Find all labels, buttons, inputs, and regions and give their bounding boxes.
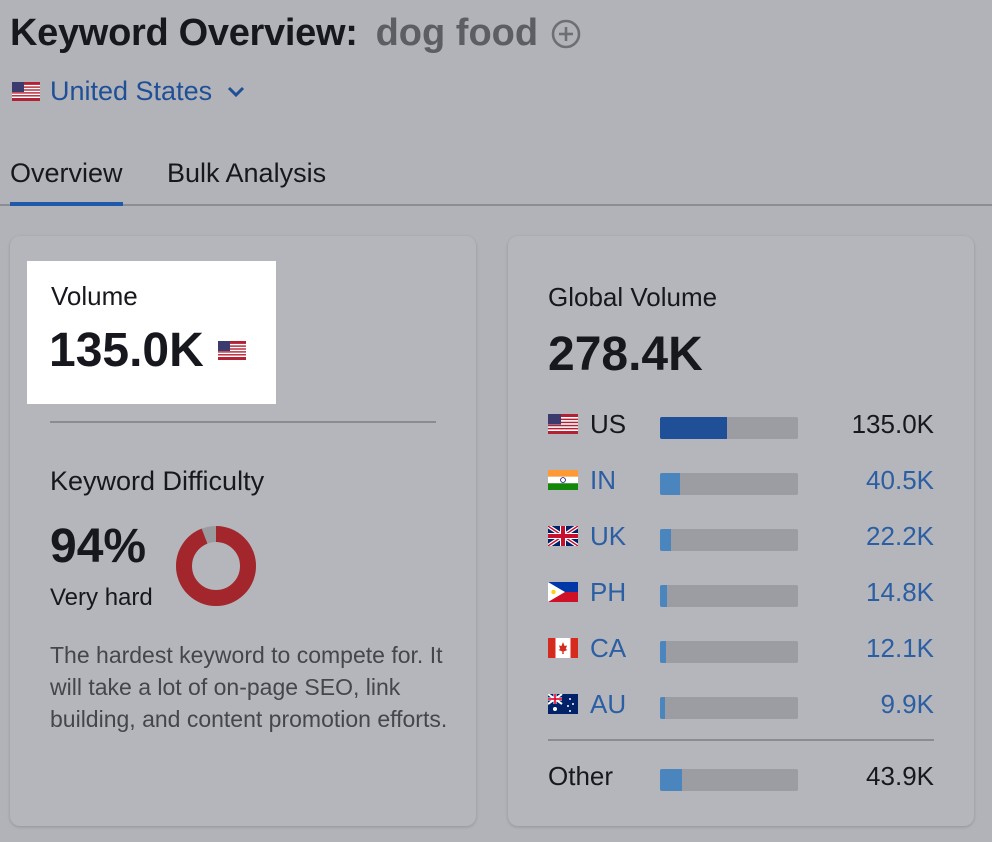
- global-volume-value: 278.4K: [548, 328, 703, 381]
- volume-bar-fill: [660, 585, 668, 607]
- country-code: US: [590, 408, 627, 439]
- volume-bar-track: [660, 417, 798, 439]
- volume-bar-fill: [660, 641, 666, 663]
- page-header: Keyword Overview: dog food: [10, 12, 582, 55]
- volume-bar-fill: [660, 697, 665, 719]
- global-volume-label: Global Volume: [548, 282, 718, 312]
- us-flag-icon: [548, 414, 578, 434]
- volume-bar-fill: [660, 769, 682, 791]
- database-selector[interactable]: United States: [12, 76, 246, 107]
- keyword-difficulty-level: Very hard: [50, 584, 153, 611]
- country-volume[interactable]: 40.5K: [866, 464, 934, 495]
- card-divider: [50, 421, 436, 423]
- volume-bar-track: [660, 641, 798, 663]
- australia-flag-icon: [548, 694, 578, 714]
- volume-value-row: 135.0K: [49, 323, 246, 378]
- plus-circle-icon[interactable]: [550, 18, 582, 50]
- country-code[interactable]: CA: [590, 632, 627, 663]
- country-row-in[interactable]: IN 40.5K: [548, 464, 934, 496]
- country-volume: 43.9K: [866, 760, 934, 791]
- volume-label: Volume: [51, 281, 138, 311]
- chevron-down-icon: [228, 86, 245, 97]
- uk-flag-icon: [548, 526, 578, 546]
- country-row-ph[interactable]: PH 14.8K: [548, 576, 934, 608]
- country-row-other: Other 43.9K: [548, 760, 934, 792]
- canada-flag-icon: [548, 638, 578, 658]
- other-label: Other: [548, 760, 614, 791]
- country-volume[interactable]: 14.8K: [866, 576, 934, 607]
- volume-bar-track: [660, 473, 798, 495]
- volume-bar-fill: [660, 529, 672, 551]
- country-volume[interactable]: 9.9K: [880, 688, 935, 719]
- volume-difficulty-card: Volume 135.0K Keyword Difficulty 94% Ver…: [10, 236, 476, 826]
- tab-bulk-analysis[interactable]: Bulk Analysis: [167, 158, 326, 189]
- volume-bar-fill: [660, 473, 680, 495]
- volume-highlight: Volume 135.0K: [27, 261, 276, 404]
- country-code[interactable]: UK: [590, 520, 627, 551]
- volume-bar-track: [660, 529, 798, 551]
- country-row-uk[interactable]: UK 22.2K: [548, 520, 934, 552]
- volume-bar-fill: [660, 417, 727, 439]
- difficulty-donut-chart: [176, 526, 256, 606]
- volume-bar-track: [660, 769, 798, 791]
- keyword-text: dog food: [375, 12, 539, 54]
- tab-bulk-analysis-label: Bulk Analysis: [167, 158, 327, 188]
- tab-overview-label: Overview: [10, 158, 123, 188]
- donut-arc: [176, 526, 256, 606]
- country-volume: 135.0K: [851, 408, 934, 439]
- country-volume[interactable]: 22.2K: [866, 520, 934, 551]
- active-tab-indicator: [10, 202, 123, 206]
- india-flag-icon: [548, 470, 578, 490]
- page-title: Keyword Overview:: [10, 12, 358, 54]
- country-row-ca[interactable]: CA 12.1K: [548, 632, 934, 664]
- keyword-difficulty-description: The hardest keyword to compete for. It w…: [50, 642, 448, 732]
- volume-bar-track: [660, 697, 798, 719]
- volume-bar-track: [660, 585, 798, 607]
- philippines-flag-icon: [548, 582, 578, 602]
- database-label: United States: [50, 76, 213, 106]
- country-volume[interactable]: 12.1K: [866, 632, 934, 663]
- keyword-difficulty-value: 94%: [50, 520, 147, 573]
- tab-overview[interactable]: Overview: [10, 158, 123, 206]
- country-code[interactable]: PH: [590, 576, 627, 607]
- us-flag-icon: [12, 82, 40, 101]
- us-flag-icon: [217, 341, 246, 360]
- country-code[interactable]: IN: [590, 464, 616, 495]
- card-divider: [548, 739, 934, 741]
- country-row-us: US 135.0K: [548, 408, 934, 440]
- country-row-au[interactable]: AU 9.9K: [548, 688, 934, 720]
- keyword-difficulty-label: Keyword Difficulty: [50, 466, 265, 496]
- tab-bar: Overview Bulk Analysis: [0, 150, 992, 206]
- volume-value: 135.0K: [49, 324, 204, 377]
- global-volume-card: Global Volume 278.4K US 135.0K IN: [508, 236, 974, 826]
- country-code[interactable]: AU: [590, 688, 627, 719]
